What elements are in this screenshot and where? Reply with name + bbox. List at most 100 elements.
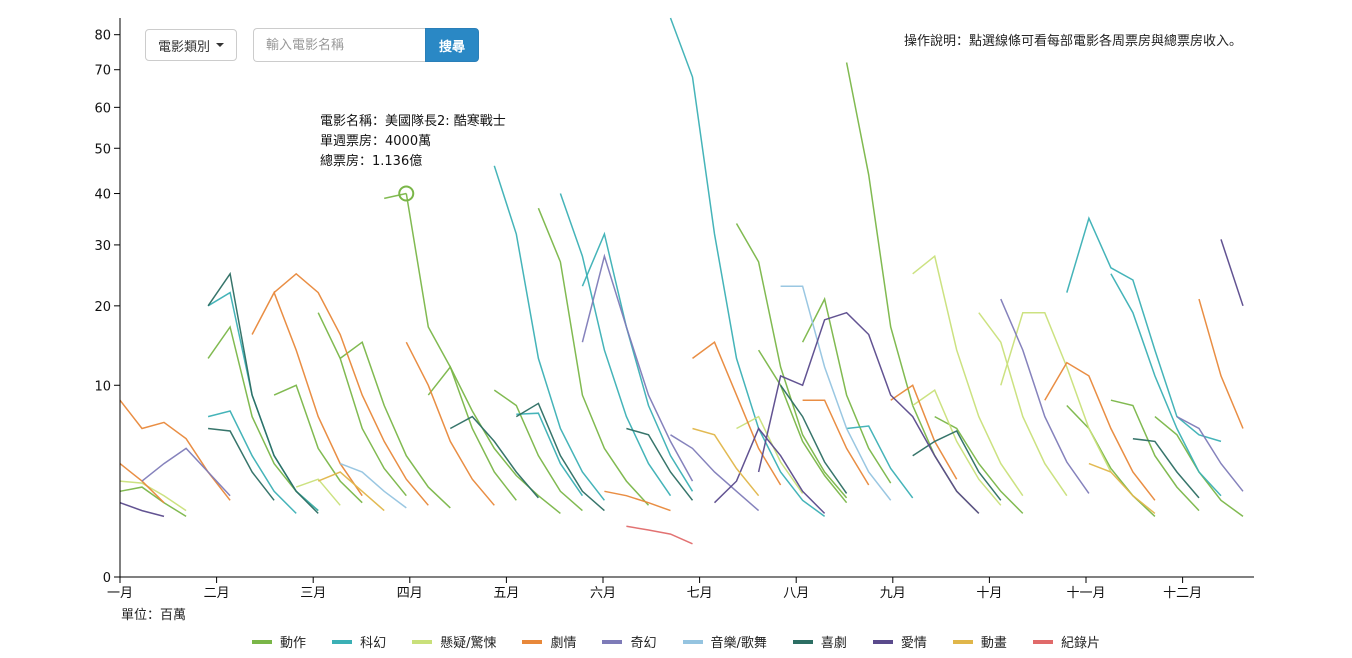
movie-line[interactable] bbox=[295, 478, 341, 506]
movie-line[interactable] bbox=[119, 486, 187, 518]
movie-line[interactable] bbox=[1110, 273, 1222, 497]
legend-item[interactable]: 愛情 bbox=[872, 632, 927, 651]
movie-line[interactable] bbox=[449, 415, 539, 499]
movie-line[interactable] bbox=[317, 471, 385, 512]
legend-item[interactable]: 奇幻 bbox=[602, 632, 657, 651]
movie-line[interactable] bbox=[713, 427, 826, 514]
movie-line[interactable] bbox=[207, 410, 297, 514]
movie-line[interactable] bbox=[779, 384, 848, 494]
movie-line[interactable] bbox=[273, 272, 429, 506]
legend-item[interactable]: 紀錄片 bbox=[1032, 632, 1100, 651]
movie-tooltip: 電影名稱：美國隊長2: 酷寒戰士 單週票房：4000萬 總票房：1.136億 bbox=[320, 112, 506, 172]
legend-label: 音樂/歌舞 bbox=[710, 636, 767, 651]
movie-line[interactable] bbox=[757, 349, 848, 504]
movie-line[interactable] bbox=[207, 325, 319, 512]
legend-item[interactable]: 科幻 bbox=[332, 632, 386, 651]
movie-line[interactable] bbox=[251, 290, 363, 497]
movie-line[interactable] bbox=[141, 447, 231, 497]
movie-line[interactable] bbox=[317, 312, 407, 497]
movie-line[interactable] bbox=[581, 231, 694, 492]
x-tick-label: 十一月 bbox=[1066, 586, 1105, 601]
unit-label: 單位：百萬 bbox=[121, 608, 187, 623]
movie-line[interactable] bbox=[273, 384, 363, 504]
legend-item[interactable]: 動畫 bbox=[952, 632, 1007, 651]
movie-line[interactable] bbox=[516, 412, 584, 497]
movie-line[interactable] bbox=[405, 341, 495, 506]
movie-line[interactable] bbox=[1000, 298, 1090, 494]
legend-label: 動畫 bbox=[980, 636, 1007, 651]
legend-item[interactable]: 喜劇 bbox=[792, 632, 847, 651]
movie-line[interactable] bbox=[801, 296, 892, 484]
movie-line[interactable] bbox=[604, 490, 671, 512]
movie-line[interactable] bbox=[493, 389, 583, 512]
legend-swatch bbox=[872, 639, 893, 644]
legend-swatch bbox=[792, 639, 813, 644]
movie-line[interactable] bbox=[207, 271, 319, 514]
movie-line[interactable] bbox=[515, 402, 605, 512]
search-button[interactable]: 搜尋 bbox=[425, 28, 480, 62]
search-group: 搜尋 bbox=[253, 28, 480, 62]
y-tick-label: 70 bbox=[94, 64, 111, 79]
legend-swatch bbox=[332, 639, 353, 644]
movie-line[interactable] bbox=[1132, 437, 1200, 499]
legend-item[interactable]: 懸疑/驚悚 bbox=[412, 632, 496, 651]
legend-label: 愛情 bbox=[900, 636, 927, 651]
movie-line[interactable] bbox=[1220, 239, 1244, 307]
movie-line[interactable] bbox=[669, 17, 826, 518]
movie-line[interactable] bbox=[735, 223, 848, 499]
category-dropdown-label: 電影類別 bbox=[158, 38, 211, 54]
movie-line[interactable] bbox=[978, 312, 1068, 497]
movie-line[interactable] bbox=[1198, 298, 1244, 429]
legend-item[interactable]: 動作 bbox=[252, 632, 306, 651]
movie-line[interactable] bbox=[692, 341, 782, 486]
movie-line[interactable] bbox=[670, 434, 760, 512]
movie-line[interactable] bbox=[890, 384, 958, 480]
x-tick-label: 四月 bbox=[397, 586, 423, 601]
movie-line[interactable] bbox=[1088, 462, 1156, 514]
movie-line[interactable] bbox=[802, 399, 870, 486]
legend-label: 奇幻 bbox=[630, 636, 657, 651]
movie-line[interactable] bbox=[1154, 416, 1244, 518]
y-tick-label: 80 bbox=[94, 29, 111, 44]
movie-line[interactable] bbox=[427, 365, 517, 501]
movie-line[interactable] bbox=[1044, 361, 1156, 501]
tooltip-weekly-box-office: 單週票房：4000萬 bbox=[320, 134, 432, 149]
x-tick-label: 二月 bbox=[204, 586, 230, 601]
movie-line[interactable] bbox=[846, 425, 914, 499]
movie-line[interactable] bbox=[537, 207, 650, 506]
movie-line[interactable] bbox=[780, 285, 892, 501]
movie-line[interactable] bbox=[626, 427, 694, 501]
series-lines bbox=[119, 17, 1244, 545]
movie-line[interactable] bbox=[1176, 415, 1244, 492]
category-dropdown-button[interactable]: 電影類別 bbox=[145, 29, 238, 61]
legend-swatch bbox=[1032, 639, 1053, 644]
movie-line[interactable] bbox=[912, 254, 1024, 497]
movie-line[interactable] bbox=[757, 311, 980, 514]
movie-line[interactable] bbox=[1066, 216, 1222, 443]
movie-line[interactable] bbox=[692, 427, 760, 497]
movie-line[interactable] bbox=[384, 192, 407, 200]
x-tick-label: 十二月 bbox=[1163, 586, 1202, 601]
movie-line[interactable] bbox=[119, 480, 187, 512]
movie-line[interactable] bbox=[119, 501, 165, 518]
movie-search-input[interactable] bbox=[253, 28, 426, 62]
y-tick-label: 10 bbox=[94, 379, 111, 394]
movie-line[interactable] bbox=[912, 430, 1002, 501]
movie-line[interactable] bbox=[1110, 399, 1200, 512]
movie-line[interactable] bbox=[1066, 404, 1156, 517]
movie-line[interactable] bbox=[559, 193, 672, 497]
movie-line[interactable] bbox=[912, 388, 1002, 506]
legend-swatch bbox=[952, 639, 973, 644]
legend-item[interactable]: 音樂/歌舞 bbox=[682, 632, 767, 651]
movie-line[interactable] bbox=[493, 165, 605, 501]
movie-line[interactable] bbox=[339, 340, 451, 509]
legend-item[interactable]: 劇情 bbox=[522, 632, 576, 651]
movie-line[interactable] bbox=[339, 462, 407, 509]
movie-line[interactable] bbox=[581, 253, 694, 482]
legend-swatch bbox=[682, 639, 703, 644]
movie-line[interactable] bbox=[208, 427, 275, 501]
tooltip-total-box-office: 總票房：1.136億 bbox=[320, 154, 423, 169]
movie-line[interactable] bbox=[626, 525, 693, 545]
highlight-marker bbox=[398, 185, 415, 202]
movie-line[interactable] bbox=[1000, 311, 1112, 473]
